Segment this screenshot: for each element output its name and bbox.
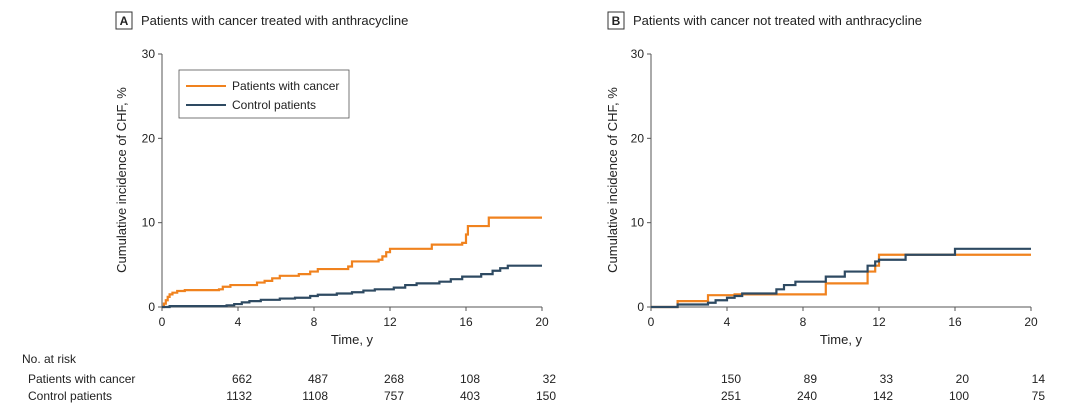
panel-b-letter-box — [607, 11, 625, 30]
panel-b-x-tick-label: 0 — [648, 315, 655, 329]
panel-a-y-tick-label: 0 — [148, 300, 155, 314]
panel-a-series-control — [162, 264, 542, 309]
at-risk-value: 108 — [460, 372, 480, 386]
panel-a-y-tick-label: 10 — [142, 216, 156, 230]
legend-box — [178, 69, 350, 119]
at-risk-value: 487 — [308, 372, 328, 386]
at-risk-value: 20 — [956, 372, 970, 386]
panel-a-letter: A — [120, 14, 129, 28]
legend-label-control: Control patients — [232, 98, 316, 112]
panel-b-y-tick-label: 30 — [631, 47, 645, 61]
at-risk-value: 14 — [1032, 372, 1046, 386]
at-risk-value: 403 — [460, 389, 480, 403]
panel-b-y-axis-title: Cumulative incidence of CHF, % — [605, 87, 620, 273]
panel-b-series-cancer — [651, 253, 1031, 309]
panel-b-x-axis-title: Time, y — [820, 332, 863, 347]
at-risk-value: 89 — [804, 372, 818, 386]
panel-b-y-tick-label: 0 — [637, 300, 644, 314]
panel-b-ticks: 0 4 8 12 16 20 0 10 20 30 — [631, 47, 1038, 329]
at-risk-value: 142 — [873, 389, 893, 403]
panel-a-letter-box — [115, 11, 133, 30]
at-risk-value: 268 — [384, 372, 404, 386]
panel-a-x-tick-label: 12 — [383, 315, 397, 329]
at-risk-value: 100 — [949, 389, 969, 403]
at-risk-value: 75 — [1032, 389, 1046, 403]
at-risk-value: 32 — [543, 372, 557, 386]
panel-a-series-cancer — [162, 216, 542, 309]
panel-b-y-tick-label: 10 — [631, 216, 645, 230]
panel-a-ticks: 0 4 8 12 16 20 0 10 20 30 — [142, 47, 549, 329]
panel-a-x-tick-label: 20 — [535, 315, 549, 329]
panel-b-x-tick-label: 12 — [872, 315, 886, 329]
panel-b-letter: B — [612, 14, 621, 28]
panel-b-x-tick-label: 20 — [1024, 315, 1038, 329]
at-risk-values: 662 487 268 108 32 1132 1108 757 403 150 150 89 33 20… — [226, 372, 1045, 403]
at-risk-value: 662 — [232, 372, 252, 386]
panel-a-x-tick-label: 0 — [159, 315, 166, 329]
panel-a-x-axis-title: Time, y — [331, 332, 374, 347]
panel-a-y-axis-title: Cumulative incidence of CHF, % — [114, 87, 129, 273]
at-risk-row-label-control: Control patients — [28, 389, 112, 403]
panel-b-y-tick-label: 20 — [631, 131, 645, 145]
panel-b-x-tick-label: 16 — [948, 315, 962, 329]
panel-b-x-tick-label: 8 — [800, 315, 807, 329]
at-risk-row-label-cancer: Patients with cancer — [28, 372, 135, 386]
panel-a-y-tick-label: 20 — [142, 131, 156, 145]
panel-b-series — [651, 247, 1031, 309]
panel-b-series-control — [651, 247, 1031, 309]
panel-a-x-tick-label: 4 — [235, 315, 242, 329]
at-risk-table: No. at risk Patients with cancer Control… — [22, 352, 1045, 403]
at-risk-value: 757 — [384, 389, 404, 403]
at-risk-value: 240 — [797, 389, 817, 403]
panel-b-x-tick-label: 4 — [724, 315, 731, 329]
at-risk-value: 33 — [880, 372, 894, 386]
at-risk-header: No. at risk — [22, 352, 77, 366]
panel-a-y-tick-label: 30 — [142, 47, 156, 61]
panel-a: A Patients with cancer treated with anth… — [114, 11, 549, 347]
legend-label-cancer: Patients with cancer — [232, 79, 339, 93]
panel-a-title: Patients with cancer treated with anthra… — [141, 13, 408, 28]
at-risk-value: 150 — [721, 372, 741, 386]
panel-a-x-tick-label: 16 — [459, 315, 473, 329]
at-risk-value: 251 — [721, 389, 741, 403]
panel-a-series — [162, 216, 542, 309]
panel-b: B Patients with cancer not treated with … — [605, 11, 1038, 347]
at-risk-value: 150 — [536, 389, 556, 403]
panel-a-legend: Patients with cancer Control patients — [178, 69, 350, 119]
panel-b-title: Patients with cancer not treated with an… — [633, 13, 922, 28]
at-risk-value: 1108 — [302, 389, 328, 403]
at-risk-value: 1132 — [226, 389, 252, 403]
panel-a-x-tick-label: 8 — [311, 315, 318, 329]
